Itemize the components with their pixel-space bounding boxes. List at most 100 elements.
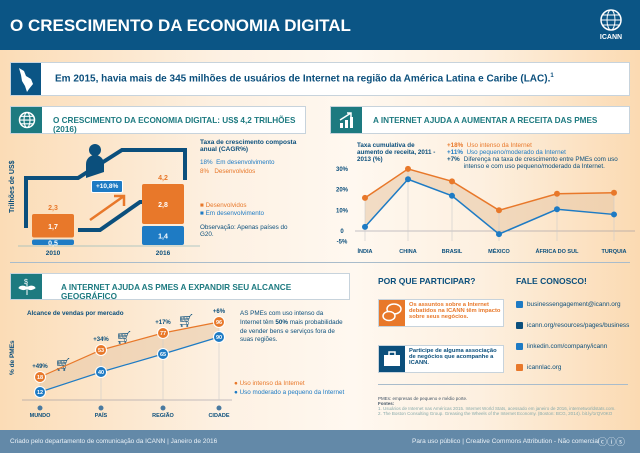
data-point [449,192,455,199]
data-point [213,331,225,343]
cart-icon: 🛒︎ [178,313,195,328]
series-line [364,168,615,212]
globe-icon [600,9,622,31]
x-tick-label: CIDADE [208,413,229,419]
data-label: 77 [160,331,166,337]
legend-item: +7% Diferença na taxa de crescimento entr… [447,156,618,170]
divider [378,384,628,385]
reach-line-chart: % de PMEs MUNDO +49% 🛒︎ PAÍS +34% 🛒︎ REGIÃO +17%… [9,309,232,419]
cagr-title: Taxa de crescimento composta anual (CAGR… [200,139,297,153]
y-axis-label: Trilhões de US$ [9,160,16,213]
market-icon [216,405,222,411]
data-label: 65 [160,352,166,358]
data-point [213,316,225,328]
difference-label: +6% [213,309,226,315]
footer-license: Para uso público | Creative Commons Attr… [412,438,600,445]
x-tick-label: TURQUIA [601,249,626,255]
email-link[interactable]: businessengagement@icann.org [516,301,621,308]
data-point [405,176,411,183]
participate-text: Os assuntos sobre a Internet debatidos n… [409,302,501,320]
revenue-line-chart: 30% 20% 10% 0 -5% ÍNDIA CHINA BRASIL MÉXICO ÁFRIC… [336,165,635,255]
intro-banner: Em 2015, havia mais de 345 milhões de us… [10,62,630,96]
briefcase-icon [379,346,405,372]
series-line [39,321,220,378]
footer: Criado pelo departamento de comunicação … [0,430,640,453]
bar-chart: Trilhões de US$ 0,5 1,7 2,3 2010 1,4 2,8 4,2 20… [9,144,200,257]
bar-segment [32,214,74,238]
intro-text: Em 2015, havia mais de 345 milhões de us… [55,73,554,85]
legend-item: +18% Uso intenso da Internet [447,142,532,149]
data-label: 12 [37,390,43,396]
participate-title: POR QUE PARTICIPAR? [378,276,476,286]
bar-value-label: 1,4 [158,234,168,241]
legend-intense: ● Uso intenso da Internet [234,380,305,387]
person-icon [89,144,101,156]
x-tick-label: 2010 [46,250,61,257]
bar-value-label: 0,5 [48,240,58,247]
svg-text:$: $ [24,279,28,286]
data-point [34,386,46,398]
y-axis-label: % de PMEs [9,340,16,375]
data-point [362,223,368,230]
bar-growth-icon [331,107,362,133]
data-point [405,165,411,172]
americas-map-icon [11,63,41,95]
website-link[interactable]: icann.org/resources/pages/business [516,322,629,329]
market-icon [160,405,166,411]
line-chart-legend: +18% Uso intenso da Internet +11% Uso pe… [447,142,627,170]
icannlac-link[interactable]: icannlac.org [516,364,561,371]
reach-text: AS PMEs com uso intenso da Internet têm … [240,310,343,344]
x-tick-label: ÍNDIA [358,247,373,255]
data-point [157,327,169,339]
data-point [34,371,46,383]
x-tick-label: MÉXICO [488,247,510,255]
legend-developed: ■ Desenvolvidos [200,202,247,209]
legend-item: +11% Uso pequeno/moderado da Internet [447,149,566,156]
chart-note: Observação: Apenas países do G20. [200,224,288,238]
email-icon [516,301,523,308]
data-point [449,178,455,185]
linkedin-link[interactable]: linkedin.com/company/icann [516,343,607,350]
footnotes: PMEs: empresas de pequeno e médio porte.… [378,396,616,416]
difference-label: +49% [32,364,48,370]
icann-logo: ICANN [594,8,628,48]
bar-value-label: 1,7 [48,224,58,231]
money-plant-icon: $ [11,274,42,299]
logo-text: ICANN [599,34,623,41]
section3-header: $ A INTERNET AJUDA AS PMES A EXPANDIR SE… [10,273,350,301]
participate-item: Os assuntos sobre a Internet debatidos n… [378,299,504,327]
data-point [496,207,502,214]
section1-header: O CRESCIMENTO DA ECONOMIA DIGITAL: US$ 4… [10,106,306,134]
y-tick-label: 20% [336,188,349,194]
line-chart-title: Taxa cumulativa de aumento de receita, 2… [357,142,436,163]
header: O CRESCIMENTO DA ECONOMIA DIGITAL ICANN [0,0,640,50]
bar-segment [142,184,184,224]
data-point [611,211,617,218]
gap-area [40,322,219,392]
rss-icon [516,364,523,371]
x-tick-label: BRASIL [442,249,463,255]
gap-area [365,168,614,235]
data-label: 53 [98,348,104,354]
difference-label: +34% [93,337,109,343]
section-title: A INTERNET AJUDA AS PMES A EXPANDIR SEU … [61,283,292,301]
divider [10,262,630,263]
cagr-developed: 8% Desenvolvidos [200,168,256,175]
data-point [496,231,502,238]
growth-arrow-icon [89,194,126,222]
participate-text: Participe de alguma associação de negóci… [409,348,497,366]
data-point [554,206,560,213]
y-tick-label: -5% [337,239,348,245]
contact-title: FALE CONOSCO! [516,276,587,286]
data-point [95,344,107,356]
cc-license-icon: ⓒⓘⓢ [598,437,626,447]
data-point [554,190,560,197]
x-tick-label: CHINA [399,249,416,255]
x-tick-label: PAÍS [95,411,108,419]
legend-moderate: ● Uso moderado a pequeno da Internet [234,389,345,396]
x-tick-label: MUNDO [30,413,51,419]
x-tick-label: 2016 [156,250,171,257]
bar-total-label: 4,2 [158,175,168,182]
chat-icon [379,300,405,326]
data-label: 18 [37,375,43,381]
